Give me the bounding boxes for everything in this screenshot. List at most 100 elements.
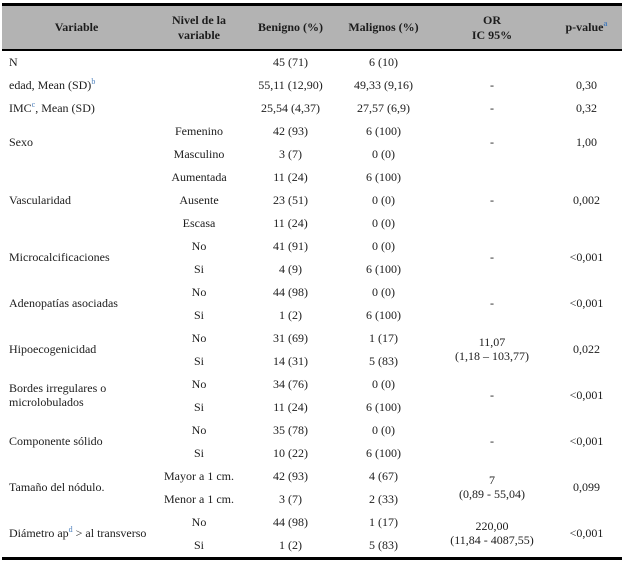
table-row: Escasa 11 (24) 0 (0) bbox=[2, 212, 622, 235]
nivel-cell: Escasa bbox=[182, 215, 216, 230]
footnote-marker: c bbox=[31, 99, 36, 109]
nivel-cell: Si bbox=[193, 261, 204, 276]
column-header: OR IC 95% bbox=[433, 3, 551, 51]
variable-cell: Hipoecogenicidad bbox=[9, 342, 97, 357]
benigno-cell: 31 (69) bbox=[273, 330, 308, 345]
table-row: Si 10 (22) 6 (100) bbox=[2, 442, 622, 465]
pvalue-cell: 0,30 bbox=[576, 77, 597, 92]
benigno-cell: 44 (98) bbox=[273, 284, 308, 299]
table-row: Si 11 (24) 6 (100) bbox=[2, 396, 622, 419]
malignos-cell: 6 (100) bbox=[366, 445, 401, 460]
benigno-cell: 10 (22) bbox=[273, 445, 308, 460]
or-ci-cell: - bbox=[490, 296, 494, 311]
malignos-cell: 49,33 (9,16) bbox=[354, 77, 413, 92]
pvalue-cell: 0,32 bbox=[576, 100, 597, 115]
malignos-cell: 6 (10) bbox=[369, 54, 398, 69]
pvalue-cell: <0,001 bbox=[569, 434, 604, 449]
malignos-cell: 0 (0) bbox=[372, 192, 395, 207]
benigno-cell: 11 (24) bbox=[273, 169, 308, 184]
benigno-cell: 4 (9) bbox=[279, 261, 302, 276]
or-ci-cell: - bbox=[490, 388, 494, 403]
table-row: N 45 (71) 6 (10) bbox=[2, 50, 622, 74]
nivel-cell: Si bbox=[193, 307, 204, 322]
nivel-cell bbox=[151, 50, 247, 74]
variable-cell: Componente sólido bbox=[9, 434, 103, 449]
malignos-cell: 1 (17) bbox=[369, 330, 398, 345]
benigno-cell: 1 (2) bbox=[279, 537, 302, 552]
or-ci-cell: 220,00 (11,84 - 4087,55) bbox=[450, 519, 534, 547]
pvalue-cell: 0,002 bbox=[573, 192, 600, 207]
nivel-cell: Aumentada bbox=[171, 169, 227, 184]
pvalue-cell: <0,001 bbox=[569, 526, 604, 541]
nivel-cell: No bbox=[191, 422, 207, 437]
pvalue-cell: <0,001 bbox=[569, 250, 604, 265]
benigno-cell: 41 (91) bbox=[273, 238, 308, 253]
malignos-cell: 2 (33) bbox=[369, 491, 398, 506]
malignos-cell: 0 (0) bbox=[372, 215, 395, 230]
nivel-cell bbox=[151, 74, 247, 97]
table-row: Masculino 3 (7) 0 (0) bbox=[2, 143, 622, 166]
table-row: Adenopatías asociadas No 44 (98) 0 (0) - <0,0… bbox=[2, 281, 622, 310]
malignos-cell: 0 (0) bbox=[372, 146, 395, 161]
benigno-cell: 1 (2) bbox=[279, 307, 302, 322]
malignos-cell: 0 (0) bbox=[372, 284, 395, 299]
nivel-cell: Masculino bbox=[173, 146, 225, 161]
footnote-marker: d bbox=[68, 525, 73, 535]
malignos-cell: 5 (83) bbox=[369, 353, 398, 368]
table-row: edad, Mean (SD)b 55,11 (12,90) 49,33 (9,16… bbox=[2, 74, 622, 97]
table-row: Diámetro apd > al transverso No 44 (98) 1 (… bbox=[2, 511, 622, 547]
column-header: p-valuea bbox=[551, 3, 622, 51]
nivel-cell: No bbox=[191, 376, 207, 391]
benigno-cell: 55,11 (12,90) bbox=[258, 77, 323, 92]
or-ci-cell: 11,07 (1,18 – 103,77) bbox=[455, 335, 529, 363]
variable-cell: Sexo bbox=[9, 135, 33, 150]
table-row: Si 14 (31) 5 (83) bbox=[2, 350, 622, 373]
variable-cell: Bordes irregulares o microlobulados bbox=[9, 381, 107, 409]
malignos-cell: 5 (83) bbox=[369, 537, 398, 552]
malignos-cell: 0 (0) bbox=[372, 238, 395, 253]
malignos-cell: 6 (100) bbox=[366, 123, 401, 138]
table-row: Bordes irregulares o microlobulados No 34 … bbox=[2, 373, 622, 409]
table-row: Tamaño del nódulo. Mayor a 1 cm. 42 (93) 4 … bbox=[2, 465, 622, 501]
footnote-marker: b bbox=[91, 76, 96, 86]
malignos-cell: 0 (0) bbox=[372, 422, 395, 437]
malignos-cell: 27,57 (6,9) bbox=[357, 100, 410, 115]
malignos-cell: 6 (100) bbox=[366, 399, 401, 414]
column-header: Benigno (%) bbox=[247, 3, 334, 51]
malignos-cell: 6 (100) bbox=[366, 261, 401, 276]
table-row: Menor a 1 cm. 3 (7) 2 (33) bbox=[2, 488, 622, 511]
nivel-cell: Si bbox=[193, 353, 204, 368]
variable-cell: Vascularidad bbox=[9, 192, 71, 207]
or-ci-cell: 7 (0,89 - 55,04) bbox=[459, 473, 525, 501]
table-header: Variable Nivel de la variable Benigno (%) Ma… bbox=[2, 3, 622, 51]
variable-cell: IMCc, Mean (SD) bbox=[9, 99, 95, 115]
table-row: Sexo Femenino 42 (93) 6 (100) - 1,00 bbox=[2, 120, 622, 149]
malignos-cell: 4 (67) bbox=[369, 468, 398, 483]
or-ci-cell bbox=[433, 50, 551, 74]
table-row: Si 4 (9) 6 (100) bbox=[2, 258, 622, 281]
variable-cell: Diámetro apd > al transverso bbox=[9, 525, 147, 541]
nivel-cell: Mayor a 1 cm. bbox=[164, 468, 234, 483]
benigno-cell: 3 (7) bbox=[279, 146, 302, 161]
malignos-cell: 0 (0) bbox=[372, 376, 395, 391]
or-ci-cell: - bbox=[490, 135, 494, 150]
table-row: Componente sólido No 35 (78) 0 (0) - <0,001 bbox=[2, 419, 622, 448]
nivel-cell: No bbox=[191, 514, 207, 529]
column-header: Nivel de la variable bbox=[151, 3, 247, 51]
benigno-cell: 44 (98) bbox=[273, 514, 308, 529]
nivel-cell: No bbox=[191, 284, 207, 299]
variable-cell: Adenopatías asociadas bbox=[9, 296, 118, 311]
or-ci-cell: - bbox=[490, 100, 494, 115]
or-ci-cell: - bbox=[490, 192, 494, 207]
or-ci-cell: - bbox=[490, 77, 494, 92]
nivel-cell: No bbox=[191, 330, 207, 345]
benigno-cell: 42 (93) bbox=[273, 123, 308, 138]
table-body: N 45 (71) 6 (10) edad, Mean (SD)b 55,11 (12,… bbox=[2, 50, 622, 559]
table-row: Ausente 23 (51) 0 (0) bbox=[2, 189, 622, 212]
nivel-cell: Si bbox=[193, 537, 204, 552]
nivel-cell: Menor a 1 cm. bbox=[164, 491, 234, 506]
nivel-cell: Si bbox=[193, 445, 204, 460]
benigno-cell: 3 (7) bbox=[279, 491, 302, 506]
column-header: Variable bbox=[2, 3, 151, 51]
